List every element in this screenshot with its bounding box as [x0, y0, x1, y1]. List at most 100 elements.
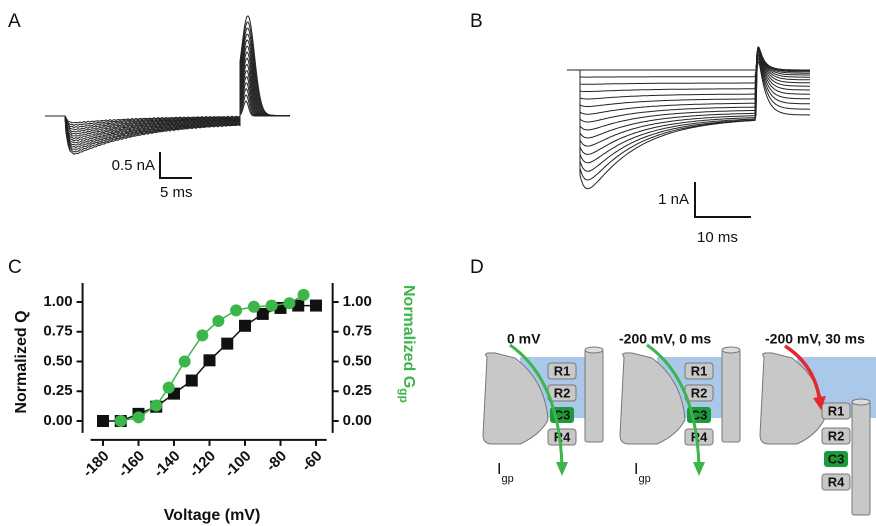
- y2-tick-label: 0.50: [343, 352, 372, 369]
- point: [265, 299, 278, 312]
- point: [114, 415, 127, 427]
- trace: [567, 47, 810, 100]
- y-tick-label: 1.00: [43, 293, 72, 310]
- traces: [45, 15, 810, 190]
- y-tick-label: 0.75: [43, 323, 72, 340]
- arrow-head: [693, 462, 705, 476]
- trace: [567, 48, 810, 147]
- y2-axis-title: Normalized Ggp: [397, 285, 417, 403]
- trace: [567, 46, 810, 123]
- trace: [567, 60, 810, 190]
- point: [178, 355, 191, 368]
- point: [162, 381, 175, 394]
- trace: [567, 54, 810, 172]
- trace: [45, 15, 290, 156]
- arrow-path: [784, 344, 822, 403]
- current-label: Igp: [497, 461, 514, 485]
- point: [203, 354, 216, 367]
- panel-label: C: [8, 257, 22, 278]
- state-title: -200 mV, 0 ms: [619, 331, 711, 347]
- trace: [567, 50, 810, 85]
- x-tick-label: -180: [79, 448, 112, 481]
- helix-top: [721, 346, 741, 354]
- charge-box: [821, 402, 851, 420]
- charge-label: R1: [691, 363, 708, 378]
- trace: [567, 46, 810, 107]
- point: [283, 297, 296, 310]
- charge-label: C3: [828, 451, 845, 466]
- arrow-path: [509, 343, 564, 469]
- panel-label: A: [8, 11, 21, 32]
- trace: [567, 52, 810, 164]
- y2-tick-label: 0.00: [343, 412, 372, 429]
- scale-bar: [159, 152, 192, 179]
- x-axis-title: Voltage (mV): [164, 507, 261, 524]
- trace: [45, 21, 291, 153]
- point: [247, 300, 260, 313]
- scale-bar: [694, 182, 751, 218]
- scale-label: 10 ms: [697, 229, 738, 246]
- y-tick-label: 0.00: [43, 412, 72, 429]
- charge-label: R1: [828, 403, 845, 418]
- charge-label: C3: [554, 407, 571, 422]
- charge-box: [821, 473, 851, 491]
- trace: [567, 46, 810, 131]
- current-sub: gp: [638, 473, 650, 485]
- x-tick-label: -80: [263, 448, 290, 475]
- current-sub: gp: [501, 473, 513, 485]
- protein: [619, 352, 686, 445]
- scale-label: 5 ms: [160, 184, 193, 201]
- protein: [482, 352, 549, 445]
- charge-label: R1: [554, 363, 571, 378]
- charge-label: R2: [828, 428, 845, 443]
- trace: [567, 50, 810, 155]
- charge-label: R4: [554, 429, 571, 444]
- x-tick-label: -140: [150, 448, 183, 481]
- arrow-head: [813, 396, 826, 410]
- charge-box: [824, 451, 848, 467]
- scale-label: 0.5 nA: [112, 157, 155, 174]
- y2-axis-title-text: Normalized G: [400, 285, 417, 388]
- point: [185, 374, 198, 387]
- charge-label: R2: [554, 385, 571, 400]
- panel-label: D: [470, 257, 484, 278]
- helix-top: [851, 398, 871, 406]
- current-text: I: [634, 461, 638, 478]
- arrow-head: [556, 462, 568, 476]
- y2-tick-label: 0.75: [343, 323, 372, 340]
- charge-label: R4: [828, 474, 845, 489]
- helix-top: [584, 346, 604, 354]
- charge-box: [684, 362, 714, 380]
- trace: [567, 52, 810, 78]
- helix: [721, 349, 741, 443]
- x-tick-label: -100: [221, 448, 254, 481]
- y2-tick-label: 0.25: [343, 382, 372, 399]
- x-tick-label: -160: [115, 448, 148, 481]
- point: [310, 299, 322, 312]
- y-axis-title: Normalized Q: [13, 310, 30, 413]
- y2-tick-label: 1.00: [343, 293, 372, 310]
- state-title: 0 mV: [507, 331, 541, 347]
- state-title: -200 mV, 30 ms: [765, 331, 865, 347]
- point: [150, 399, 163, 412]
- current-text: I: [497, 461, 501, 478]
- charge-box: [821, 427, 851, 445]
- charge-label: C3: [691, 407, 708, 422]
- point: [212, 315, 225, 328]
- scale-label: 1 nA: [658, 191, 689, 208]
- y2-axis-title-sub: gp: [397, 388, 411, 403]
- helix: [851, 401, 871, 516]
- y-tick-label: 0.25: [43, 382, 72, 399]
- trace: [567, 47, 810, 139]
- point: [196, 329, 209, 342]
- x-tick-label: -60: [298, 448, 325, 475]
- y-tick-label: 0.50: [43, 352, 72, 369]
- helix: [584, 349, 604, 443]
- point: [239, 319, 251, 332]
- point: [256, 307, 269, 320]
- arrow-path: [646, 343, 701, 469]
- charge-label: R4: [691, 429, 708, 444]
- x-tick-label: -120: [186, 448, 219, 481]
